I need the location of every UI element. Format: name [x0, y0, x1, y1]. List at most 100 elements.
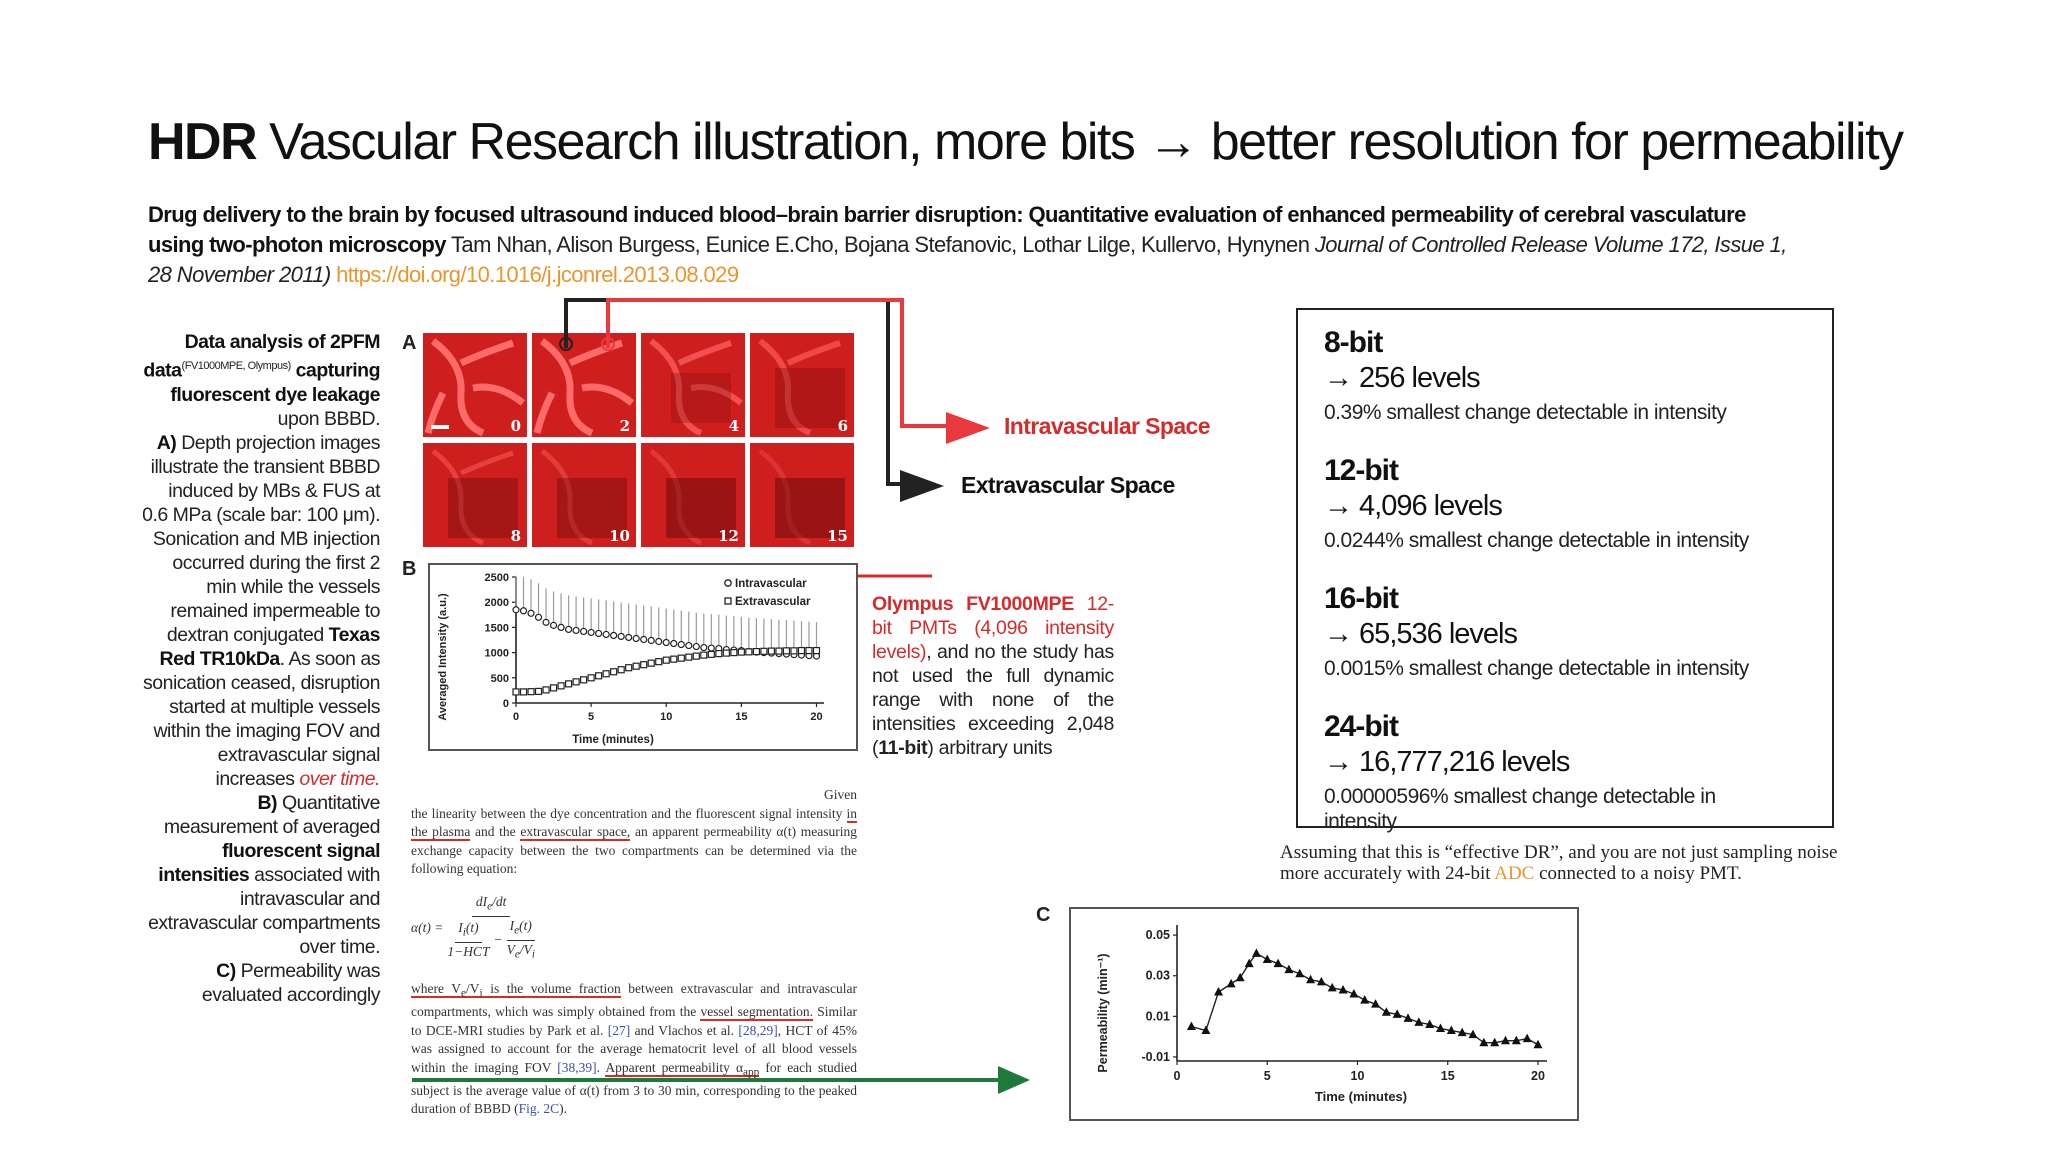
data-point-extravascular: [797, 646, 806, 655]
data-point-intravascular: [647, 636, 655, 645]
vessel-pattern: [540, 448, 627, 546]
vessel-pattern: [758, 338, 845, 436]
data-point-extravascular: [685, 653, 693, 661]
paper-ref-27[interactable]: [27]: [607, 1022, 631, 1038]
citation-paper-title: Drug delivery to the brain by focused ul…: [148, 202, 1746, 257]
data-point-intravascular: [587, 628, 595, 637]
data-point-extravascular: [527, 688, 535, 696]
panel-a-image-grid: 0 2 4 6 8 10 12 15: [423, 333, 859, 551]
data-point-extravascular: [549, 684, 558, 692]
y-tick-label: 1000: [485, 648, 509, 660]
data-point-extravascular: [647, 659, 655, 667]
bit-levels-12: → 4,096 levels: [1324, 490, 1503, 522]
data-point-intravascular: [595, 629, 603, 638]
olympus-model: Olympus FV1000MPE: [872, 593, 1074, 615]
paper-fig-2c-link[interactable]: Fig. 2C: [518, 1101, 560, 1117]
data-point-permeability: [1446, 1025, 1456, 1035]
paper-p1-a: the linearity between the dye concentrat…: [411, 805, 843, 821]
caption-heading-rest: upon BBBD.: [277, 407, 381, 430]
data-point-extravascular: [512, 688, 520, 696]
data-point-intravascular: [625, 633, 633, 642]
eq-f1-den: 1−HCT: [447, 944, 490, 960]
caption-heading: Data analysis of 2PFM data: [143, 331, 380, 382]
data-point-permeability: [1262, 954, 1272, 964]
data-point-permeability: [1425, 1019, 1435, 1028]
olympus-pmt-spec: 12-bit PMTs (4,096 intensity levels): [872, 593, 1115, 663]
bit-title-12: 12-bit: [1324, 454, 1399, 487]
data-point-permeability: [1436, 1023, 1446, 1033]
data-point-extravascular: [580, 676, 588, 684]
paper-p2-a: where V: [411, 981, 462, 997]
eq-f1-num-sub: i: [462, 926, 466, 939]
data-point-extravascular: [662, 656, 670, 664]
paper-p2-g: , HCT of 45% was assigned to account for…: [411, 1022, 858, 1075]
citation-doi-link[interactable]: https://doi.org/10.1016/j.jconrel.2013.0…: [336, 262, 739, 287]
paper-apparent-permeability: Apparent permeability αapp: [605, 1059, 760, 1078]
eq-f2-den-mid: /V: [519, 941, 532, 957]
data-point-intravascular: [640, 635, 648, 644]
eq-main-numerator: dIe/dt: [471, 893, 511, 917]
data-point-intravascular: [632, 634, 640, 643]
data-point-permeability: [1360, 995, 1370, 1004]
data-point-extravascular: [640, 661, 648, 669]
data-point-permeability: [1284, 964, 1294, 974]
paper-given: Given: [824, 787, 857, 802]
paper-p2-e: Similar to DCE-MRI studies by Park et al…: [411, 1004, 858, 1038]
panel-c-letter: C: [1036, 904, 1051, 926]
paper-ref-28-29[interactable]: [28,29]: [738, 1022, 778, 1038]
data-point-permeability: [1511, 1035, 1521, 1045]
data-point-extravascular: [767, 647, 776, 655]
data-point-extravascular: [542, 686, 550, 694]
caption-b-label: B): [257, 791, 278, 814]
tile-time-label: 0: [510, 417, 521, 435]
data-point-extravascular: [760, 647, 768, 655]
data-point-permeability: [1244, 958, 1254, 968]
y-tick-label: 2500: [485, 572, 509, 584]
data-point-extravascular: [775, 647, 783, 655]
paper-p2-k: ).: [559, 1101, 568, 1117]
data-point-intravascular: [707, 644, 715, 652]
title-rest: Vascular Research illustration, more bit…: [269, 113, 1904, 171]
citation-authors: Tam Nhan, Alison Burgess, Eunice E.Cho, …: [451, 232, 1310, 257]
data-point-permeability: [1201, 1025, 1211, 1035]
caption-a-text-2: . As soon as sonication ceased, disrupti…: [143, 647, 381, 790]
y-tick-label: 2000: [485, 597, 509, 609]
vessel-pattern: [533, 338, 635, 437]
tile-time-label: 15: [827, 527, 848, 545]
data-point-intravascular: [580, 627, 588, 636]
paper-paragraph-1: the linearity between the dye concentrat…: [411, 805, 857, 879]
data-point-extravascular: [602, 670, 610, 678]
data-point-extravascular: [572, 678, 580, 686]
x-tick-label: 15: [735, 711, 747, 723]
paper-p2-b: is the volume fraction: [490, 981, 621, 997]
caption-heading-2: capturing fluorescent dye leakage: [170, 359, 380, 406]
x-tick-label: 15: [1441, 1069, 1455, 1083]
chart-b-legend: Intravascular Extravascular: [724, 578, 811, 608]
caption-b-text-2: associated with intravascular and extrav…: [148, 863, 380, 958]
data-point-permeability: [1226, 978, 1236, 988]
paper-ref-38-39[interactable]: [38,39]: [557, 1059, 597, 1075]
citation: Drug delivery to the brain by focused ul…: [148, 200, 1798, 290]
data-point-extravascular: [519, 688, 528, 696]
data-point-extravascular: [790, 647, 798, 655]
data-point-permeability: [1414, 1017, 1424, 1026]
tile-time-label: 10: [609, 527, 630, 545]
paper-p2-vessel-seg: vessel segmentation.: [700, 1004, 814, 1022]
extravascular-label: Extravascular Space: [961, 472, 1175, 498]
data-point-extravascular: [655, 658, 663, 666]
caption-a-over-time: over time.: [299, 767, 380, 790]
data-point-permeability: [1533, 1039, 1543, 1049]
eq-f2-den: V: [506, 941, 515, 957]
eq-f2-den-sub1: e: [514, 948, 520, 961]
eq-f2-num-tail: (t): [519, 917, 532, 933]
data-point-intravascular: [557, 623, 565, 632]
x-tick-label: 20: [1531, 1069, 1545, 1083]
data-point-intravascular: [700, 643, 708, 652]
data-point-intravascular: [534, 613, 543, 621]
data-point-permeability: [1381, 1007, 1391, 1016]
data-point-permeability: [1306, 974, 1316, 984]
bit-levels-24: → 16,777,216 levels: [1324, 746, 1570, 778]
x-tick-label: 5: [1264, 1069, 1271, 1083]
eq-f1-num: I: [458, 920, 463, 936]
eq-fraction-1: Ii(t) 1−HCT: [447, 919, 489, 962]
